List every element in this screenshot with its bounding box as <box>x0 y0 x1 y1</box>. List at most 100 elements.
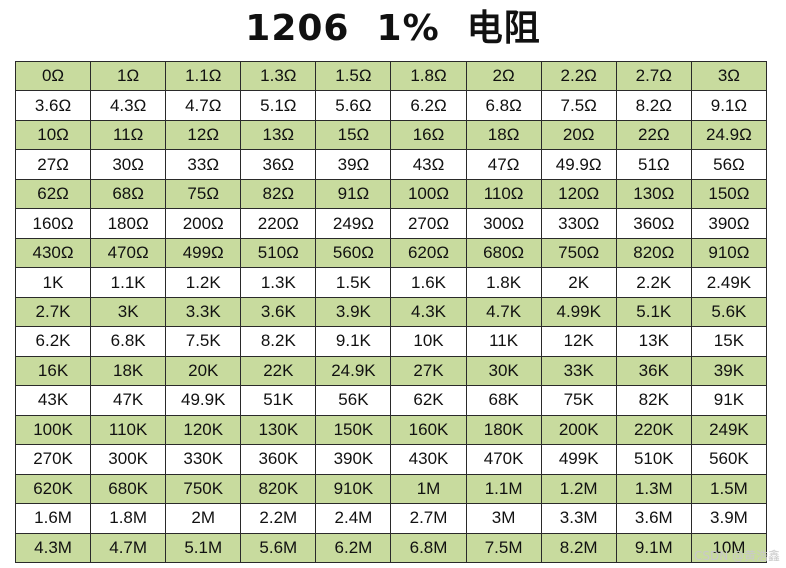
table-cell: 7.5K <box>165 326 242 357</box>
table-cell: 820Ω <box>615 237 692 269</box>
table-cell: 560K <box>690 444 768 475</box>
table-cell: 36Ω <box>240 149 317 180</box>
table-cell: 1.8M <box>90 503 167 534</box>
table-cell: 120K <box>165 414 242 446</box>
table-row: 100K 110K 120K 130K 150K 160K 180K 200K 220K 249K <box>14 414 768 446</box>
table-cell: 18Ω <box>465 119 542 151</box>
table-cell: 110K <box>90 414 167 446</box>
table-cell: 4.7M <box>90 532 167 563</box>
table-row: 2.7K 3K 3.3K 3.6K 3.9K 4.3K 4.7K 4.99K 5.1K 5.6K <box>14 296 768 328</box>
table-cell: 1.2K <box>165 267 242 298</box>
table-cell: 49.9Ω <box>540 149 617 180</box>
table-cell: 2.2M <box>240 503 317 534</box>
table-cell: 910K <box>315 473 392 505</box>
table-cell: 16K <box>14 355 92 387</box>
table-cell: 6.2Ω <box>390 90 467 121</box>
table-cell: 100K <box>14 414 92 446</box>
table-cell: 4.99K <box>540 296 617 328</box>
table-cell: 1.1M <box>465 473 542 505</box>
table-cell: 1.5M <box>690 473 768 505</box>
table-cell: 51Ω <box>615 149 692 180</box>
table-cell: 10M <box>690 532 768 563</box>
table-cell: 33K <box>540 355 617 387</box>
table-cell: 2M <box>165 503 242 534</box>
table-row: 4.3M 4.7M 5.1M 5.6M 6.2M 6.8M 7.5M 8.2M 9.1M 10M <box>14 532 768 563</box>
table-cell: 5.1M <box>165 532 242 563</box>
table-cell: 1.1K <box>90 267 167 298</box>
table-cell: 3K <box>90 296 167 328</box>
table-cell: 5.6M <box>240 532 317 563</box>
table-cell: 180Ω <box>90 208 167 239</box>
table-cell: 11Ω <box>90 119 167 151</box>
table-row: 27Ω 30Ω 33Ω 36Ω 39Ω 43Ω 47Ω 49.9Ω 51Ω 56Ω <box>14 149 768 180</box>
table-cell: 6.8Ω <box>465 90 542 121</box>
table-cell: 2.2Ω <box>540 60 617 92</box>
table-cell: 1M <box>390 473 467 505</box>
table-cell: 160K <box>390 414 467 446</box>
table-cell: 8.2Ω <box>615 90 692 121</box>
table-cell: 499Ω <box>165 237 242 269</box>
table-cell: 1.3M <box>615 473 692 505</box>
table-cell: 330Ω <box>540 208 617 239</box>
table-cell: 1.3K <box>240 267 317 298</box>
table-cell: 10K <box>390 326 467 357</box>
table-cell: 120Ω <box>540 178 617 210</box>
table-cell: 0Ω <box>14 60 92 92</box>
table-cell: 680K <box>90 473 167 505</box>
table-cell: 8.2K <box>240 326 317 357</box>
table-cell: 3M <box>465 503 542 534</box>
table-cell: 6.2M <box>315 532 392 563</box>
table-cell: 43K <box>14 385 92 416</box>
table-cell: 2.49K <box>690 267 768 298</box>
table-cell: 1.8K <box>465 267 542 298</box>
table-cell: 270K <box>14 444 92 475</box>
table-row: 6.2K 6.8K 7.5K 8.2K 9.1K 10K 11K 12K 13K 15K <box>14 326 768 357</box>
table-cell: 75Ω <box>165 178 242 210</box>
table-cell: 51K <box>240 385 317 416</box>
table-cell: 39Ω <box>315 149 392 180</box>
table-cell: 130Ω <box>615 178 692 210</box>
table-cell: 1K <box>14 267 92 298</box>
table-cell: 4.3M <box>14 532 92 563</box>
page-title: 1206 1% 电阻 <box>245 8 541 49</box>
table-cell: 47K <box>90 385 167 416</box>
table-cell: 1.6M <box>14 503 92 534</box>
table-cell: 150K <box>315 414 392 446</box>
table-cell: 27Ω <box>14 149 92 180</box>
table-cell: 3.3M <box>540 503 617 534</box>
table-cell: 82K <box>615 385 692 416</box>
table-cell: 2.7M <box>390 503 467 534</box>
table-cell: 220K <box>615 414 692 446</box>
table-cell: 750K <box>165 473 242 505</box>
table-cell: 5.6Ω <box>315 90 392 121</box>
table-cell: 43Ω <box>390 149 467 180</box>
resistor-value-table: 0Ω 1Ω 1.1Ω 1.3Ω 1.5Ω 1.8Ω 2Ω 2.2Ω 2.7Ω 3Ω 3.6Ω 4.3Ω… <box>14 60 768 563</box>
table-cell: 390Ω <box>690 208 768 239</box>
table-cell: 499K <box>540 444 617 475</box>
table-row: 43K 47K 49.9K 51K 56K 62K 68K 75K 82K 91K <box>14 385 768 416</box>
table-cell: 2.7Ω <box>615 60 692 92</box>
table-cell: 3.9M <box>690 503 768 534</box>
table-cell: 39K <box>690 355 768 387</box>
table-cell: 1.5Ω <box>315 60 392 92</box>
table-cell: 47Ω <box>465 149 542 180</box>
table-cell: 100Ω <box>390 178 467 210</box>
table-cell: 22K <box>240 355 317 387</box>
table-cell: 4.3K <box>390 296 467 328</box>
table-cell: 2.2K <box>615 267 692 298</box>
table-cell: 1.2M <box>540 473 617 505</box>
table-cell: 300K <box>90 444 167 475</box>
table-cell: 13K <box>615 326 692 357</box>
table-cell: 91Ω <box>315 178 392 210</box>
table-cell: 150Ω <box>690 178 768 210</box>
table-cell: 6.8M <box>390 532 467 563</box>
table-cell: 510Ω <box>240 237 317 269</box>
table-cell: 249Ω <box>315 208 392 239</box>
table-cell: 15K <box>690 326 768 357</box>
table-cell: 91K <box>690 385 768 416</box>
table-cell: 5.6K <box>690 296 768 328</box>
table-cell: 300Ω <box>465 208 542 239</box>
table-cell: 7.5M <box>465 532 542 563</box>
table-cell: 1.1Ω <box>165 60 242 92</box>
table-cell: 430K <box>390 444 467 475</box>
